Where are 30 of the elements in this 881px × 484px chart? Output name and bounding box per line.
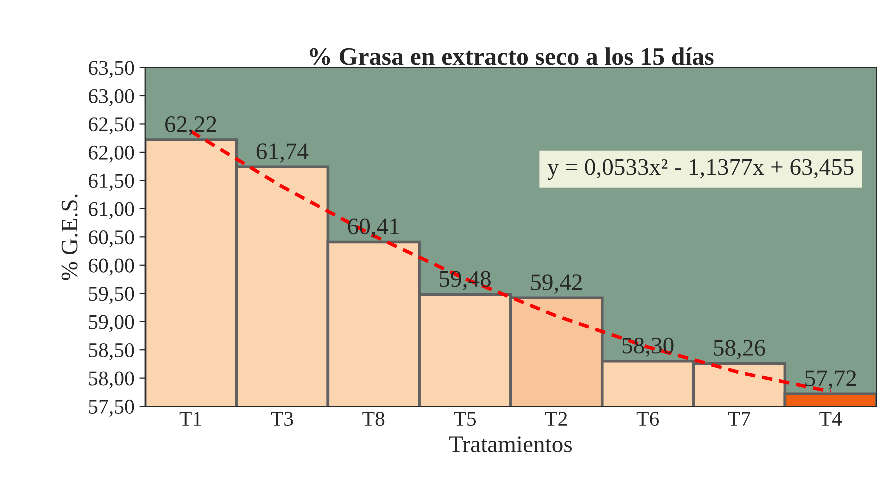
data-label: 61,74 (256, 144, 309, 163)
x-axis-title: Tratamientos (450, 436, 572, 452)
data-label: 57,72 (806, 370, 856, 390)
x-tick-label: T8 (362, 412, 385, 426)
chart-title: % Grasa en extracto seco a los 15 días (310, 48, 714, 66)
x-tick-label: T5 (454, 412, 476, 426)
y-tick-label: 63,00 (88, 89, 134, 106)
y-tick-label: 58,00 (89, 372, 134, 389)
x-tick-label: T6 (636, 412, 660, 426)
y-axis-title: % G.E.S. (62, 194, 78, 280)
y-tick-label: 58,50 (89, 343, 134, 361)
data-label: 62,22 (166, 116, 216, 136)
y-tick-label: 62,00 (88, 146, 134, 163)
x-tick-label: T2 (545, 412, 568, 426)
x-tick-label: T7 (728, 412, 750, 426)
y-tick-label: 62,50 (88, 118, 134, 135)
x-tick-label: T1 (180, 412, 202, 426)
y-tick-label: 61,00 (88, 202, 134, 220)
y-tick-label: 57,50 (89, 400, 134, 417)
y-tick-label: 59,00 (89, 315, 134, 332)
y-tick-label: 60,50 (88, 230, 134, 248)
x-tick-label: T4 (820, 412, 842, 426)
annotation: y = 0,0533x² - 1,1377x + 63,455 (548, 159, 854, 180)
y-tick-label: 63,50 (88, 61, 134, 78)
x-tick-label: T3 (271, 412, 294, 426)
data-label: 58,26 (714, 340, 766, 360)
data-label: 59,42 (531, 274, 582, 294)
y-tick-label: 59,50 (89, 287, 134, 304)
y-tick-label: 60,00 (88, 258, 134, 276)
y-tick-label: 61,50 (88, 174, 134, 192)
